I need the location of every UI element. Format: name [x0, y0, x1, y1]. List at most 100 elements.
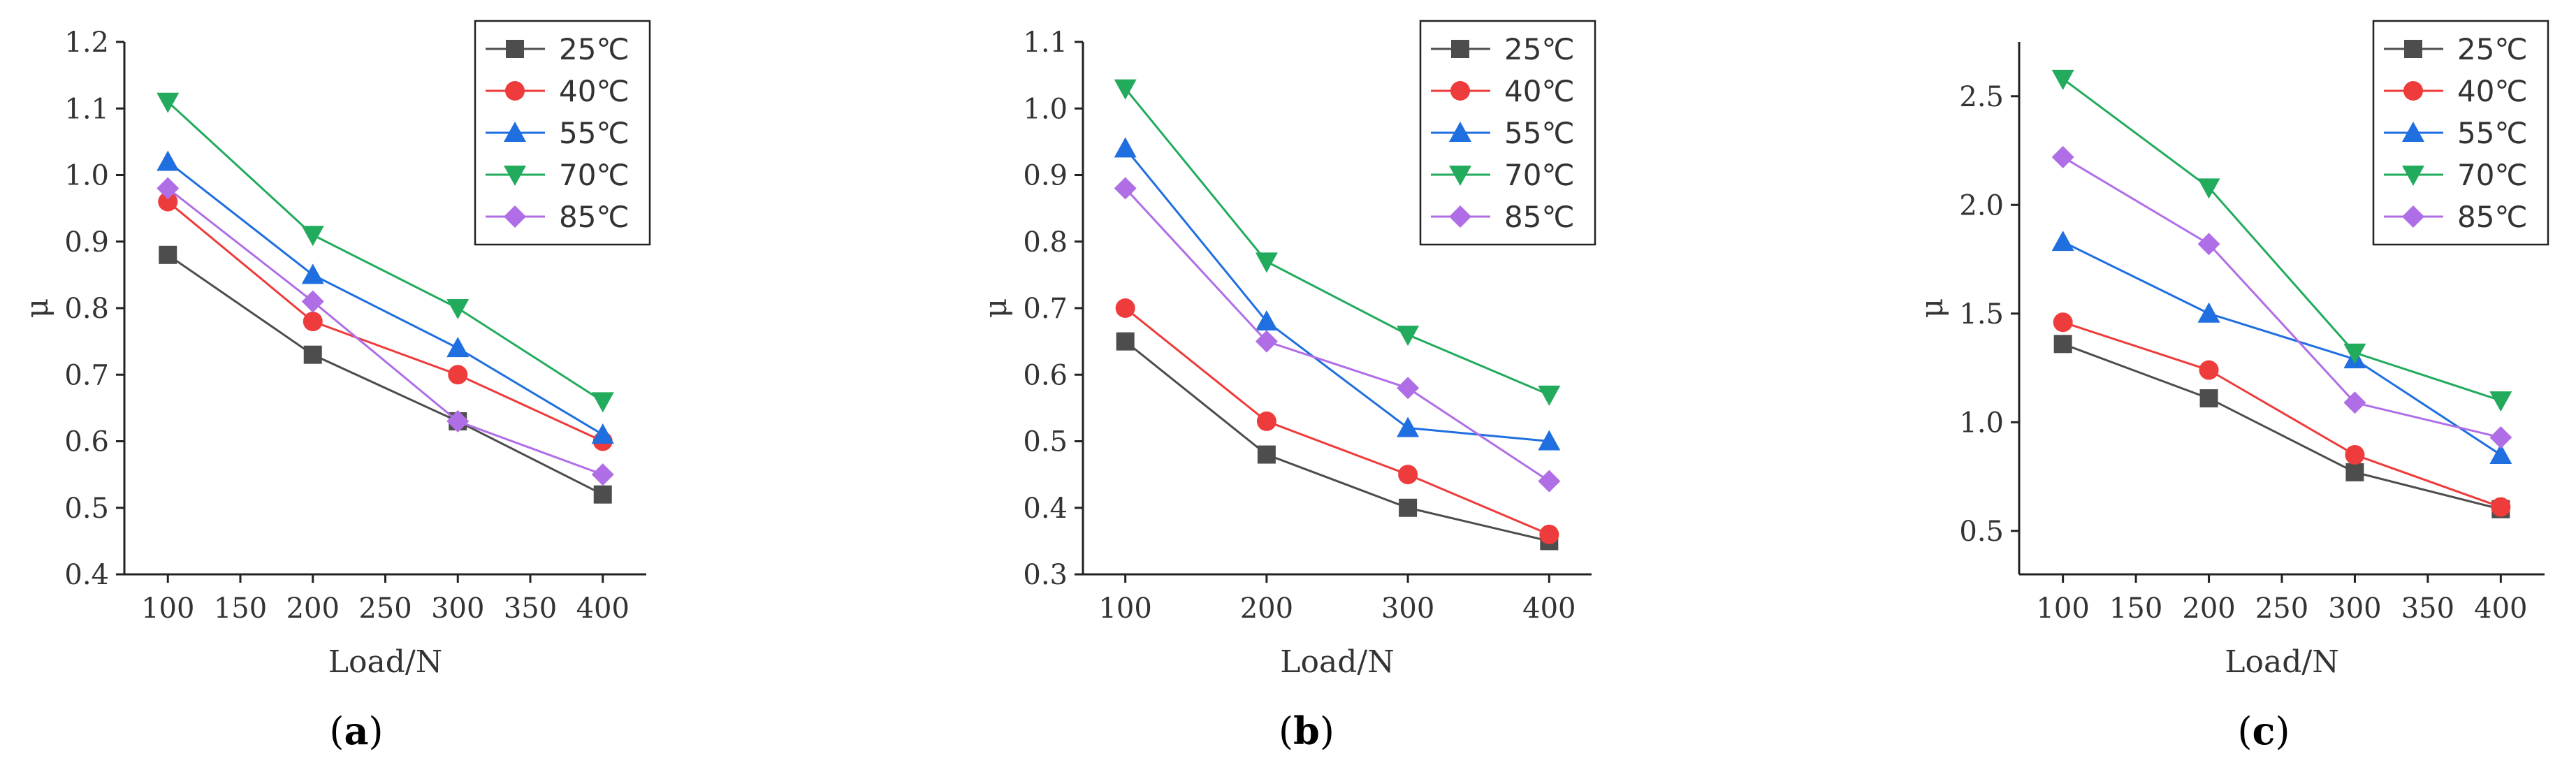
x-axis-title: Load/N — [328, 644, 442, 680]
data-point — [2343, 343, 2366, 364]
y-tick-label: 1.2 — [64, 27, 109, 59]
legend-label: 40℃ — [1504, 74, 1575, 108]
legend-entry: 85℃ — [2384, 200, 2528, 234]
data-point — [158, 191, 178, 212]
series-2 — [158, 191, 613, 451]
y-tick-label: 0.5 — [64, 493, 109, 525]
panel-label: (c) — [2237, 709, 2290, 753]
y-tick-label: 1.1 — [64, 93, 109, 125]
y-tick-label: 1.5 — [1959, 298, 2004, 330]
x-tick-label: 200 — [286, 593, 340, 625]
legend-label: 40℃ — [559, 74, 630, 108]
legend-label: 55℃ — [1504, 116, 1575, 150]
y-tick-label: 2.5 — [1959, 81, 2004, 113]
legend-label: 70℃ — [2457, 158, 2528, 192]
data-point — [2053, 312, 2073, 333]
legend-label: 70℃ — [559, 158, 630, 192]
series-line — [1124, 187, 1550, 482]
data-point — [591, 392, 614, 413]
legend-label: 40℃ — [2457, 74, 2528, 108]
data-point — [591, 423, 614, 444]
series-5 — [157, 177, 614, 486]
series-line — [167, 254, 604, 496]
series-4 — [1114, 79, 1561, 406]
legend-label: 55℃ — [2457, 116, 2528, 150]
legend: 25℃ 40℃ 55℃ 70℃ 85℃ — [1419, 20, 1596, 246]
legend-label: 70℃ — [1504, 158, 1575, 192]
data-point — [2489, 443, 2512, 464]
legend-label: 25℃ — [559, 32, 630, 66]
legend-entry: 70℃ — [2384, 158, 2528, 192]
data-point — [2051, 69, 2074, 90]
y-axis-title: μ — [20, 298, 55, 319]
x-tick-label: 200 — [2182, 593, 2235, 625]
legend-entry: 40℃ — [2384, 74, 2528, 108]
data-point — [303, 345, 322, 364]
legend-marker — [504, 205, 526, 228]
data-point — [1539, 524, 1559, 544]
x-tick-label: 150 — [2109, 593, 2162, 625]
x-tick-label: 150 — [214, 593, 267, 625]
data-point — [1255, 310, 1278, 331]
y-tick-label: 0.8 — [64, 293, 109, 325]
data-point — [1397, 377, 1420, 400]
y-tick-label: 1.0 — [1959, 407, 2004, 439]
legend-marker — [1451, 40, 1469, 58]
data-point — [1255, 252, 1278, 273]
data-point — [1116, 332, 1135, 351]
x-tick-label: 250 — [2255, 593, 2308, 625]
series-1 — [2053, 335, 2510, 518]
legend-label: 85℃ — [559, 200, 630, 234]
data-point — [157, 150, 180, 171]
data-point — [446, 299, 470, 319]
y-tick-label: 0.5 — [1023, 426, 1068, 458]
legend-entry: 70℃ — [486, 158, 630, 192]
y-tick-label: 1.0 — [64, 160, 109, 192]
data-point — [2345, 463, 2364, 481]
series-line — [2062, 321, 2501, 508]
x-tick-label: 400 — [576, 593, 630, 625]
series-3 — [2051, 231, 2512, 464]
data-point — [2051, 145, 2074, 168]
legend-marker — [2403, 81, 2423, 101]
legend-entry: 25℃ — [1431, 32, 1575, 66]
data-point — [2345, 444, 2365, 465]
y-tick-label: 0.7 — [1023, 293, 1068, 325]
series-2 — [2053, 312, 2511, 517]
data-point — [1255, 330, 1278, 353]
legend-marker — [2402, 166, 2424, 186]
data-point — [1257, 445, 1276, 464]
y-axis-title: μ — [978, 298, 1014, 319]
legend-marker — [1450, 81, 1470, 101]
data-point — [446, 409, 470, 433]
x-tick-label: 300 — [1381, 593, 1434, 625]
legend-entry: 25℃ — [486, 32, 630, 66]
legend-label: 85℃ — [2457, 200, 2528, 234]
series-line — [167, 101, 604, 402]
series-5 — [2051, 145, 2512, 449]
series-line — [2062, 78, 2501, 402]
legend-label: 55℃ — [559, 116, 630, 150]
x-tick-label: 300 — [431, 593, 484, 625]
series-4 — [157, 92, 614, 413]
chart-panel-c: 100 150 200 250 300 350 400 0.5 1.0 1.5 2.0 2.5 Load… — [1914, 20, 2549, 753]
data-point — [2343, 391, 2366, 414]
data-point — [301, 290, 324, 313]
x-tick-label: 400 — [1522, 593, 1576, 625]
x-tick-label: 350 — [504, 593, 557, 625]
legend-marker — [1449, 122, 1471, 142]
data-point — [2051, 231, 2074, 252]
legend-entry: 55℃ — [2384, 116, 2528, 150]
data-point — [2197, 178, 2220, 199]
legend-entry: 25℃ — [2384, 32, 2528, 66]
data-point — [157, 177, 180, 200]
data-point — [1538, 385, 1561, 406]
x-tick-label: 400 — [2474, 593, 2527, 625]
x-axis-title: Load/N — [2225, 644, 2338, 680]
series-2 — [1115, 298, 1559, 544]
data-point — [1397, 416, 1420, 437]
legend-label: 25℃ — [2457, 32, 2528, 66]
data-point — [2199, 389, 2218, 408]
y-tick-label: 0.3 — [1023, 559, 1068, 591]
